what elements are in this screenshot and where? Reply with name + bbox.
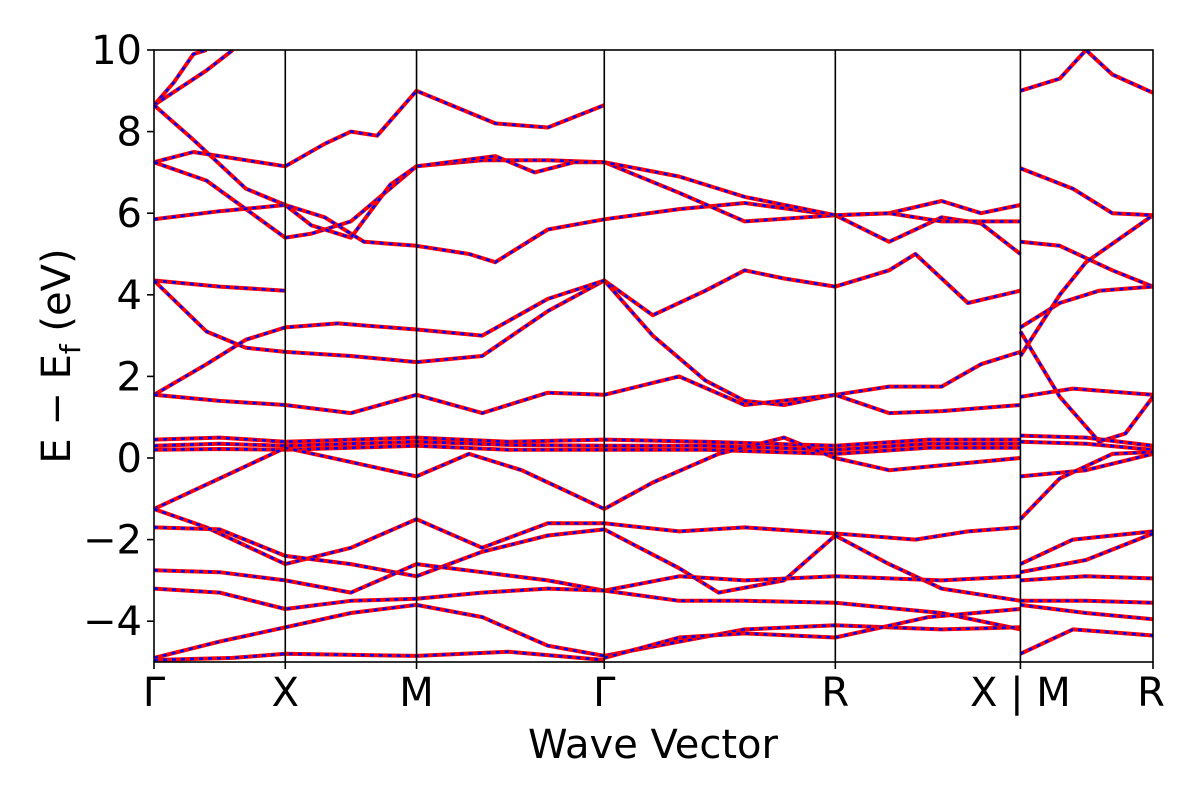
band-line-2-dashed <box>154 50 234 107</box>
y-tick-label: 2 <box>117 354 142 400</box>
x-tick-label: R <box>821 670 849 716</box>
y-tick-label: 10 <box>91 28 142 74</box>
band-line-11-dashed <box>154 436 1021 448</box>
band-line-32-dashed <box>1019 450 1153 521</box>
band-line-12-dashed <box>154 440 1021 452</box>
x-tick-label: X <box>272 670 299 716</box>
band-line-13-dashed <box>154 444 1021 456</box>
x-tick-label: M <box>399 670 434 716</box>
y-tick-label: 4 <box>117 273 142 319</box>
band-line-29-dashed <box>1020 434 1153 448</box>
band-line-4-dashed <box>154 89 605 168</box>
band-line-15-dashed <box>154 507 1021 566</box>
band-line-8-dashed <box>154 252 1021 364</box>
band-line-34-dashed <box>1020 532 1153 574</box>
x-ticks-layer: Γ X M Γ R X | M R <box>143 662 1165 716</box>
y-axis-label: E − Ef (eV) <box>34 248 87 463</box>
band-line-20-dashed <box>603 607 1021 660</box>
kpoint-lines-layer <box>284 50 1022 662</box>
band-line-14-dashed <box>154 436 1021 511</box>
band-line-6-dashed <box>154 154 1021 240</box>
y-axis-label-unit: (eV) <box>34 248 80 344</box>
band-line-36-dashed <box>1020 599 1153 605</box>
band-line-26-dashed <box>1019 214 1153 357</box>
y-axis-label-subscript: f <box>54 343 87 354</box>
y-tick-label: 0 <box>117 436 142 482</box>
band-line-37-dashed <box>1020 603 1153 621</box>
x-tick-label: R <box>1137 670 1165 716</box>
y-tick-label: 8 <box>117 110 142 156</box>
band-line-27 <box>1020 386 1153 399</box>
y-tick-label: 6 <box>117 191 142 237</box>
y-tick-label: −2 <box>83 518 142 564</box>
band-line-22-dashed <box>1020 50 1153 94</box>
band-line-24-dashed <box>1020 240 1153 288</box>
x-tick-label: Γ <box>143 670 166 716</box>
y-axis-label-main: E − E <box>34 354 80 464</box>
band-line-10 <box>154 374 1021 416</box>
band-line-19-dashed <box>154 603 1021 660</box>
x-tick-label: Γ <box>593 670 616 716</box>
band-line-23-dashed <box>1019 167 1153 217</box>
band-line-25-dashed <box>1019 285 1153 329</box>
band-line-9-dashed <box>154 278 1021 407</box>
band-line-3 <box>154 103 1022 265</box>
x-axis-label: Wave Vector <box>528 722 779 768</box>
band-line-5-dashed <box>154 158 1021 240</box>
band-line-28-dashed <box>1019 330 1153 444</box>
x-tick-label: X | M <box>970 670 1071 716</box>
band-line-30-dashed <box>1020 440 1153 452</box>
band-line-31-dashed <box>1020 452 1153 478</box>
band-line-21-dashed <box>154 650 605 662</box>
band-line-38-dashed <box>1019 628 1153 655</box>
band-line-33-dashed <box>1019 530 1153 566</box>
plot-frame <box>153 49 1154 663</box>
band-line-7-dashed <box>154 279 286 292</box>
y-ticks-layer: −4 −2 0 2 4 6 8 10 <box>83 28 154 645</box>
band-line-1-dashed <box>154 50 207 106</box>
y-tick-label: −4 <box>83 599 142 645</box>
band-line-35-dashed <box>1020 574 1153 582</box>
